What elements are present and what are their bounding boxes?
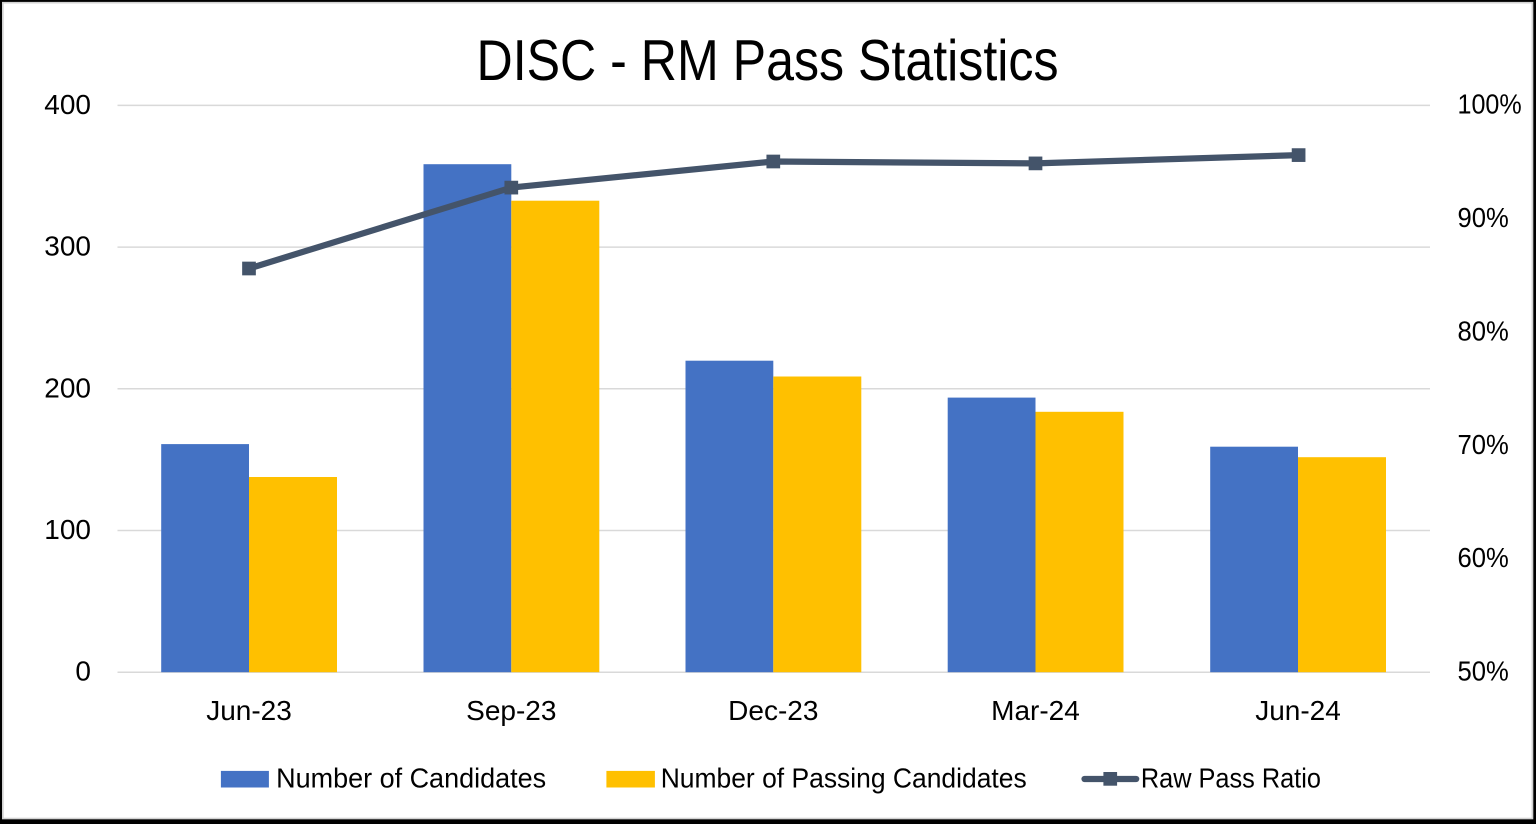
svg-text:60%: 60% [1458,542,1509,573]
svg-text:Sep-23: Sep-23 [466,695,556,726]
svg-text:70%: 70% [1458,429,1509,460]
svg-text:80%: 80% [1458,315,1509,346]
svg-text:Dec-23: Dec-23 [728,695,818,726]
svg-text:DISC - RM Pass Statistics: DISC - RM Pass Statistics [477,29,1059,93]
svg-text:100: 100 [44,514,91,545]
svg-text:0: 0 [75,656,91,687]
svg-text:90%: 90% [1458,202,1509,233]
svg-text:400: 400 [44,89,91,120]
svg-text:100%: 100% [1458,89,1522,120]
svg-text:50%: 50% [1458,656,1509,687]
svg-text:Jun-24: Jun-24 [1255,695,1341,726]
svg-text:Number of Passing Candidates: Number of Passing Candidates [661,763,1027,794]
svg-text:300: 300 [44,231,91,262]
svg-text:Number of Candidates: Number of Candidates [276,763,546,794]
svg-text:Jun-23: Jun-23 [206,695,292,726]
svg-text:Mar-24: Mar-24 [991,695,1080,726]
svg-text:Raw Pass Ratio: Raw Pass Ratio [1141,763,1321,794]
svg-text:200: 200 [44,372,91,403]
